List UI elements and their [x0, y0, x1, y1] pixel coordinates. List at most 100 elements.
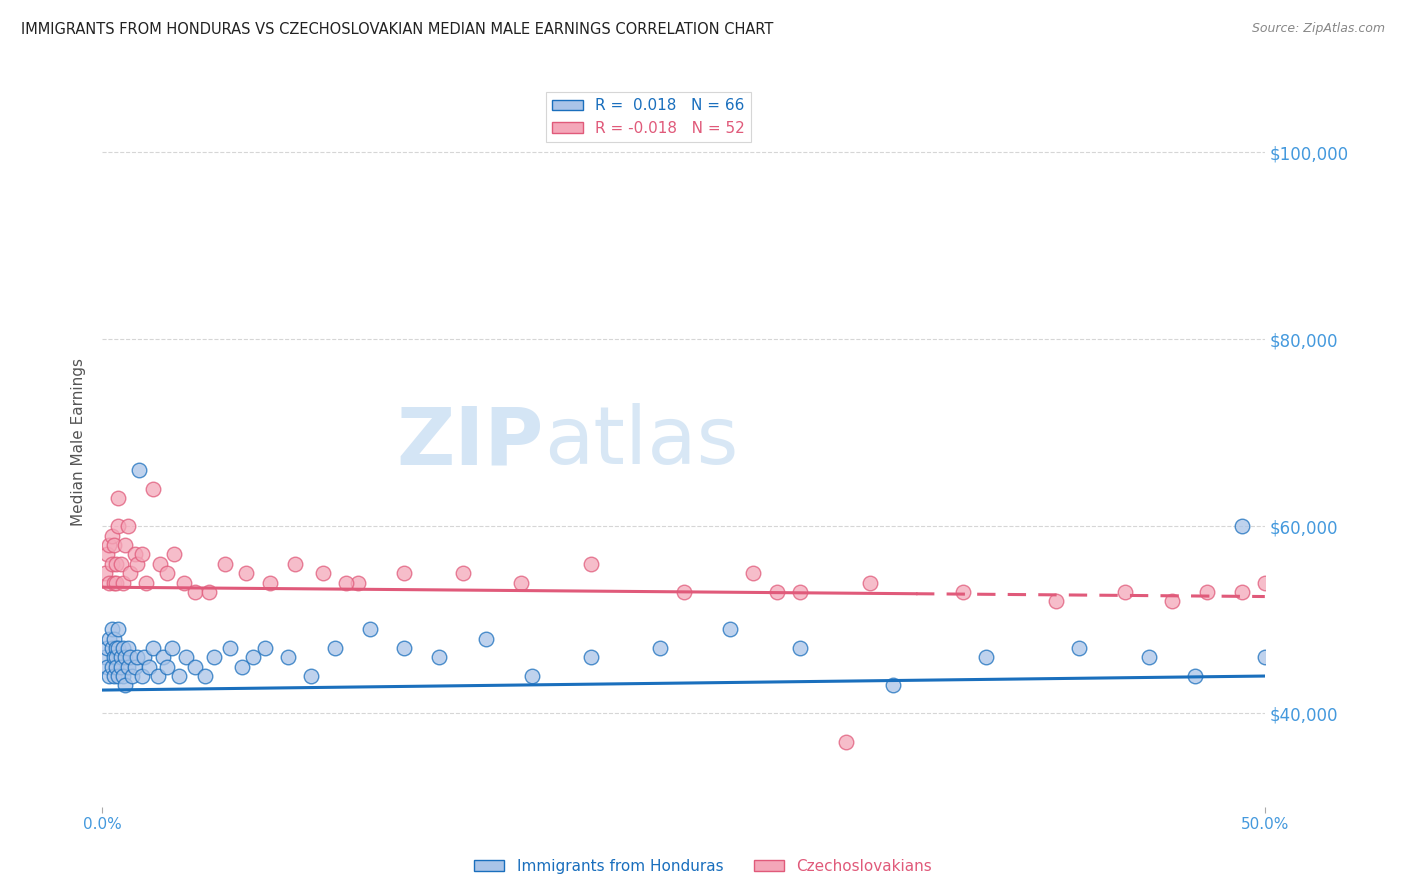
Point — [235, 566, 257, 581]
Point — [132, 650, 155, 665]
Point — [107, 491, 129, 506]
Point — [112, 640, 135, 655]
Legend: Immigrants from Honduras, Czechoslovakians: Immigrants from Honduras, Czechoslovakia… — [468, 853, 938, 880]
Point — [789, 585, 811, 599]
Point — [1114, 585, 1136, 599]
Point — [509, 575, 531, 590]
Point — [974, 650, 997, 665]
Point — [184, 659, 207, 673]
Point — [103, 650, 125, 665]
Point — [107, 622, 129, 636]
Text: ZIP: ZIP — [396, 403, 544, 481]
Point — [114, 678, 136, 692]
Point — [107, 519, 129, 533]
Text: IMMIGRANTS FROM HONDURAS VS CZECHOSLOVAKIAN MEDIAN MALE EARNINGS CORRELATION CHA: IMMIGRANTS FROM HONDURAS VS CZECHOSLOVAK… — [21, 22, 773, 37]
Point — [742, 566, 765, 581]
Point — [156, 659, 179, 673]
Point — [107, 669, 129, 683]
Point — [100, 640, 122, 655]
Point — [394, 566, 416, 581]
Point — [451, 566, 474, 581]
Point — [128, 463, 150, 477]
Point — [120, 650, 142, 665]
Point — [522, 669, 544, 683]
Point — [1195, 585, 1218, 599]
Point — [105, 640, 128, 655]
Point — [198, 585, 221, 599]
Point — [117, 640, 139, 655]
Point — [193, 669, 215, 683]
Point — [103, 669, 125, 683]
Point — [103, 632, 125, 646]
Point — [579, 557, 602, 571]
Point — [131, 548, 153, 562]
Point — [152, 650, 174, 665]
Point — [100, 659, 122, 673]
Point — [1160, 594, 1182, 608]
Point — [394, 640, 416, 655]
Point — [219, 640, 242, 655]
Point — [1067, 640, 1090, 655]
Point — [105, 557, 128, 571]
Point — [131, 669, 153, 683]
Point — [301, 669, 323, 683]
Point — [1045, 594, 1067, 608]
Point — [93, 566, 115, 581]
Point — [100, 557, 122, 571]
Point — [110, 557, 132, 571]
Point — [146, 669, 169, 683]
Point — [138, 659, 160, 673]
Point — [163, 548, 186, 562]
Point — [259, 575, 281, 590]
Y-axis label: Median Male Earnings: Median Male Earnings — [72, 359, 86, 526]
Point — [427, 650, 450, 665]
Point — [100, 622, 122, 636]
Point — [114, 538, 136, 552]
Point — [105, 659, 128, 673]
Point — [789, 640, 811, 655]
Point — [112, 669, 135, 683]
Point — [156, 566, 179, 581]
Point — [121, 669, 143, 683]
Point — [1137, 650, 1160, 665]
Point — [347, 575, 370, 590]
Point — [110, 650, 132, 665]
Point — [117, 659, 139, 673]
Text: Source: ZipAtlas.com: Source: ZipAtlas.com — [1251, 22, 1385, 36]
Point — [127, 557, 149, 571]
Point — [359, 622, 381, 636]
Point — [858, 575, 880, 590]
Point — [312, 566, 335, 581]
Point — [202, 650, 225, 665]
Point — [98, 669, 121, 683]
Point — [96, 640, 118, 655]
Point — [107, 640, 129, 655]
Point — [124, 659, 146, 673]
Point — [718, 622, 741, 636]
Point — [100, 529, 122, 543]
Point — [242, 650, 264, 665]
Point — [117, 519, 139, 533]
Point — [277, 650, 299, 665]
Point — [110, 659, 132, 673]
Point — [765, 585, 787, 599]
Point — [93, 650, 115, 665]
Point — [1254, 650, 1277, 665]
Point — [105, 650, 128, 665]
Point — [98, 632, 121, 646]
Point — [1184, 669, 1206, 683]
Point — [142, 482, 165, 496]
Point — [284, 557, 307, 571]
Legend: R =  0.018   N = 66, R = -0.018   N = 52: R = 0.018 N = 66, R = -0.018 N = 52 — [547, 93, 751, 142]
Point — [835, 734, 858, 748]
Point — [142, 640, 165, 655]
Point — [127, 650, 149, 665]
Point — [103, 575, 125, 590]
Point — [96, 548, 118, 562]
Point — [231, 659, 253, 673]
Point — [98, 538, 121, 552]
Point — [214, 557, 236, 571]
Point — [882, 678, 904, 692]
Point — [167, 669, 190, 683]
Point — [114, 650, 136, 665]
